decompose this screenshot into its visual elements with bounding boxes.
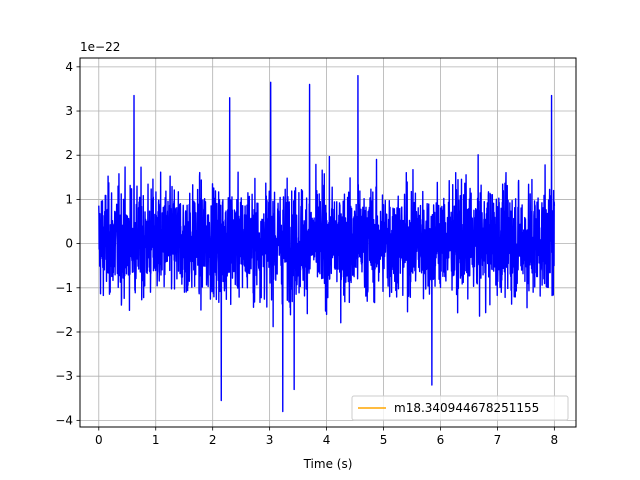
x-axis-label: Time (s) <box>303 457 353 471</box>
y-tick-label: 4 <box>65 60 73 74</box>
y-tick-label: 2 <box>65 148 73 162</box>
y-tick-label: −1 <box>55 281 73 295</box>
y-tick-label: 1 <box>65 192 73 206</box>
x-tick-label: 5 <box>380 433 388 447</box>
x-tick-label: 6 <box>437 433 445 447</box>
y-ticks: −4 −3 −2 −1 0 1 2 3 4 <box>55 60 80 427</box>
x-tick-label: 7 <box>494 433 502 447</box>
x-tick-label: 4 <box>323 433 331 447</box>
x-tick-label: 0 <box>95 433 103 447</box>
legend-label: m18.340944678251155 <box>394 401 539 415</box>
legend-box <box>351 395 569 421</box>
x-tick-label: 3 <box>266 433 274 447</box>
series-layer <box>98 74 556 413</box>
axes-frame <box>79 57 577 428</box>
legend: m18.340944678251155 <box>351 395 569 421</box>
y-tick-label: −4 <box>55 413 73 427</box>
y-tick-label: 0 <box>65 237 73 251</box>
x-tick-label: 8 <box>551 433 559 447</box>
y-tick-label: −3 <box>55 369 73 383</box>
y-tick-label: −2 <box>55 325 73 339</box>
strain-series-line <box>98 74 556 413</box>
x-tick-label: 1 <box>152 433 160 447</box>
x-tick-label: 2 <box>209 433 217 447</box>
y-offset-text: 1e−22 <box>80 40 120 54</box>
y-tick-label: 3 <box>65 104 73 118</box>
x-ticks: 0 1 2 3 4 5 6 7 8 <box>95 427 558 447</box>
